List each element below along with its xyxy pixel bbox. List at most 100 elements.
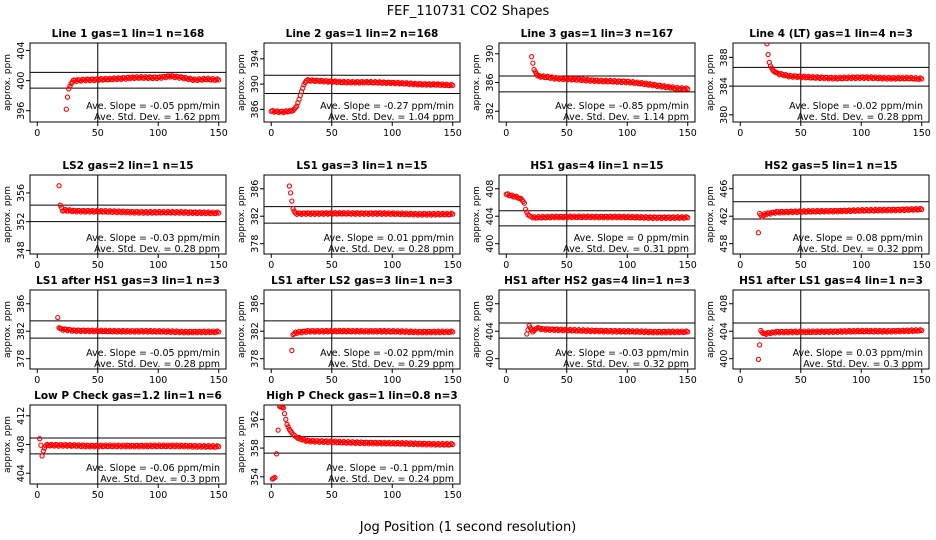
y-axis-label: approx. ppm: [237, 186, 247, 243]
y-tick-label: 386: [250, 100, 261, 118]
y-tick-label: 386: [250, 295, 261, 313]
data-point: [450, 211, 456, 217]
plot-frame: [263, 174, 461, 255]
data-point: [522, 206, 529, 212]
data-point: [280, 405, 287, 411]
y-axis-label: approx. ppm: [237, 416, 247, 473]
data-point: [55, 314, 61, 321]
x-tick-label: 0: [34, 260, 40, 271]
y-tick-label: 400: [485, 350, 496, 368]
x-tick-label: 50: [326, 260, 338, 271]
data-points: [37, 436, 222, 459]
y-tick-label: 356: [16, 184, 27, 202]
panel-title: Line 3 gas=1 lin=3 n=167: [521, 28, 674, 40]
x-tick-label: 50: [92, 260, 104, 271]
panel-title: HS1 after LS1 gas=4 lin=1 n=3: [739, 275, 923, 287]
x-tick-label: 50: [326, 490, 338, 501]
stats-annotation: Ave. Std. Dev. = 1.04 ppm: [328, 112, 454, 123]
y-tick-label: 412: [16, 407, 27, 425]
data-point: [289, 347, 295, 354]
data-point: [919, 206, 925, 212]
stats-annotation: Ave. Std. Dev. = 0.3 ppm: [803, 359, 923, 370]
data-point: [287, 190, 294, 196]
y-axis-label: approx. ppm: [3, 416, 13, 473]
x-tick-label: 50: [561, 128, 573, 139]
stats-annotation: Ave. Std. Dev. = 0.3 ppm: [100, 474, 220, 485]
data-point: [66, 86, 72, 92]
data-point: [216, 210, 222, 216]
y-tick-label: 404: [16, 464, 27, 482]
x-tick-label: 100: [149, 260, 167, 271]
data-point: [38, 442, 44, 448]
chart-panel: LS1 after LS2 gas=3 lin=1 n=3 0 50 100 150 37…: [237, 275, 462, 386]
data-point: [764, 43, 770, 47]
x-tick-label: 0: [268, 260, 274, 271]
data-point: [919, 76, 925, 82]
x-tick-label: 0: [34, 128, 40, 139]
stats-annotation: Ave. Slope = -0.1 ppm/min: [326, 463, 454, 474]
chart-panel: HS2 gas=5 lin=1 n=15 0 50 100 150 458 462 466ap…: [706, 160, 931, 271]
data-point: [283, 416, 289, 423]
y-tick-label: 362: [250, 410, 261, 428]
x-tick-label: 50: [795, 375, 807, 386]
x-tick-label: 150: [679, 128, 697, 139]
x-tick-label: 150: [210, 490, 228, 501]
y-axis-label: approx. ppm: [706, 301, 716, 358]
data-point: [756, 342, 763, 348]
x-tick-label: 50: [795, 128, 807, 139]
stats-annotation: Ave. Slope = -0.03 ppm/min: [555, 348, 689, 359]
x-tick-label: 100: [149, 375, 167, 386]
y-tick-label: 400: [719, 350, 730, 368]
plot-frame: [732, 174, 930, 255]
y-axis-label: approx. ppm: [3, 301, 13, 358]
chart-panel: Low P Check gas=1.2 lin=1 n=6 0 50 100 150 40…: [3, 390, 228, 501]
data-point: [56, 183, 62, 189]
stats-annotation: Ave. Std. Dev. = 0.32 ppm: [797, 244, 923, 255]
panel-title: HS1 after HS2 gas=4 lin=1 n=3: [504, 275, 690, 287]
stats-annotation: Ave. Slope = 0.03 ppm/min: [793, 348, 923, 359]
stats-annotation: Ave. Std. Dev. = 0.28 ppm: [328, 244, 454, 255]
figure-title: FEF_110731 CO2 Shapes: [387, 4, 550, 19]
data-points: [755, 327, 925, 363]
data-point: [284, 421, 290, 428]
data-point: [67, 83, 73, 89]
y-tick-label: 408: [16, 435, 27, 453]
y-tick-label: 404: [16, 41, 27, 59]
data-points: [764, 43, 925, 82]
y-axis-label: approx. ppm: [706, 186, 716, 243]
data-points: [55, 314, 222, 336]
data-point: [216, 329, 222, 335]
y-tick-label: 382: [485, 102, 496, 120]
x-tick-label: 100: [149, 128, 167, 139]
data-point: [765, 51, 771, 58]
stats-annotation: Ave. Slope = -0.02 ppm/min: [789, 101, 923, 112]
y-tick-label: 400: [485, 235, 496, 253]
x-tick-label: 150: [913, 128, 931, 139]
plot-frame: [732, 42, 930, 123]
y-tick-label: 458: [719, 235, 730, 253]
data-points: [56, 183, 222, 217]
data-point: [685, 86, 691, 92]
y-axis-label: approx. ppm: [3, 186, 13, 243]
data-point: [40, 448, 46, 454]
y-axis-label: approx. ppm: [706, 54, 716, 111]
plot-frame: [29, 289, 227, 370]
panel-title: Line 2 gas=1 lin=2 n=168: [286, 28, 439, 40]
data-point: [759, 329, 765, 335]
y-tick-label: 384: [719, 77, 730, 95]
stats-annotation: Ave. Std. Dev. = 0.31 ppm: [563, 244, 689, 255]
plot-frame: [263, 404, 461, 485]
data-point: [450, 82, 456, 88]
y-tick-label: 382: [16, 322, 27, 340]
panel-title: LS1 after LS2 gas=3 lin=1 n=3: [271, 275, 453, 287]
y-tick-label: 400: [16, 72, 27, 90]
plot-frame: [498, 174, 696, 255]
y-tick-label: 354: [250, 468, 261, 486]
x-tick-label: 50: [92, 375, 104, 386]
panel-title: HS1 gas=4 lin=1 n=15: [530, 160, 663, 172]
x-tick-label: 0: [268, 128, 274, 139]
y-tick-label: 466: [719, 180, 730, 198]
chart-panel: Line 4 (LT) gas=1 lin=4 n=3 0 50 100 150 380 3…: [706, 28, 931, 139]
x-tick-label: 0: [503, 128, 509, 139]
plot-frame: [263, 289, 461, 370]
